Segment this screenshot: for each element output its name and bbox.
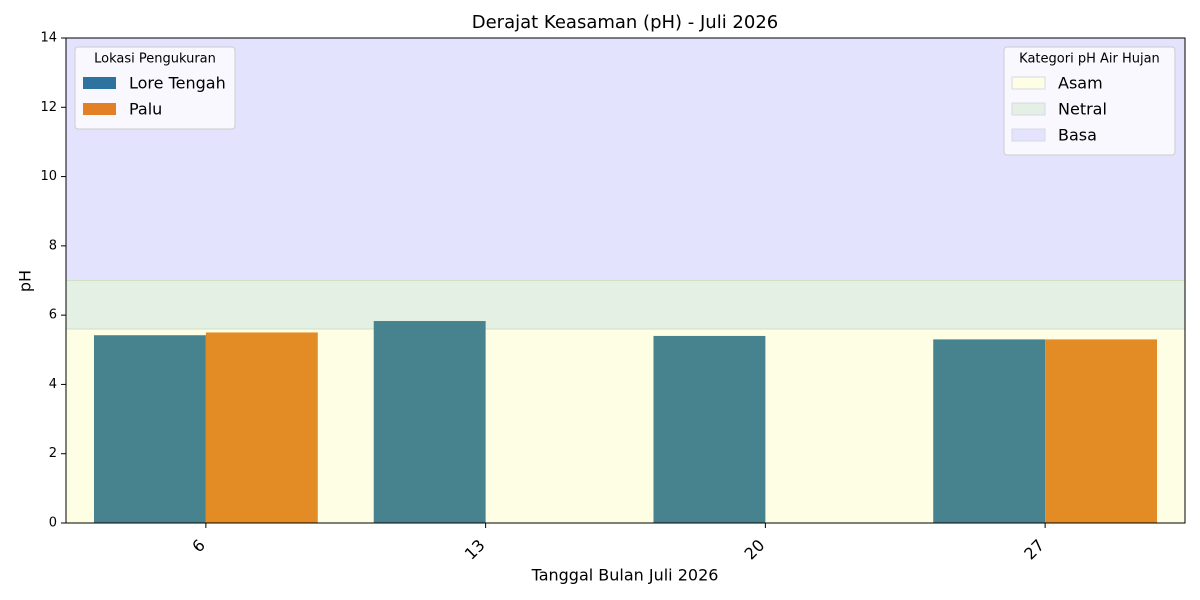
chart-title: Derajat Keasaman (pH) - Juli 2026 <box>472 12 778 33</box>
plot-frame <box>65 37 1186 524</box>
x-tick-label: 13 <box>461 536 489 564</box>
y-tick-label: 14 <box>40 31 57 46</box>
x-tick-label: 6 <box>188 536 209 557</box>
legend-swatch <box>83 77 116 89</box>
legend-label: Lore Tengah <box>129 74 226 93</box>
bar <box>653 335 766 523</box>
bar <box>373 321 486 523</box>
legend-label: Netral <box>1058 100 1107 119</box>
legend-swatch <box>1011 76 1046 90</box>
legend-label: Palu <box>129 100 162 119</box>
bar <box>205 332 318 523</box>
y-tick-label: 12 <box>40 100 57 115</box>
y-tick-label: 10 <box>40 169 57 184</box>
legend-title: Lokasi Pengukuran <box>94 52 216 67</box>
legend-swatch <box>1011 102 1046 116</box>
legend-label: Basa <box>1058 126 1097 145</box>
y-tick-label: 2 <box>49 446 57 461</box>
legend-box <box>1003 46 1176 156</box>
legend-swatch <box>83 103 116 115</box>
x-axis-label: Tanggal Bulan Juli 2026 <box>531 566 719 585</box>
y-tick-label: 0 <box>49 516 57 531</box>
legend-title: Kategori pH Air Hujan <box>1019 52 1160 67</box>
bar <box>1045 339 1158 523</box>
ph-band <box>66 280 1185 329</box>
bar <box>93 335 206 523</box>
x-tick-label: 27 <box>1020 536 1048 564</box>
x-tick-label: 20 <box>741 536 769 564</box>
y-tick-label: 6 <box>49 308 57 323</box>
y-tick-label: 4 <box>49 377 57 392</box>
y-axis-label: pH <box>16 270 35 292</box>
legend-label: Asam <box>1058 74 1103 93</box>
legend-swatch <box>1011 128 1046 142</box>
y-tick-label: 8 <box>49 238 57 253</box>
bar <box>933 339 1046 523</box>
ph-band <box>66 38 1185 281</box>
